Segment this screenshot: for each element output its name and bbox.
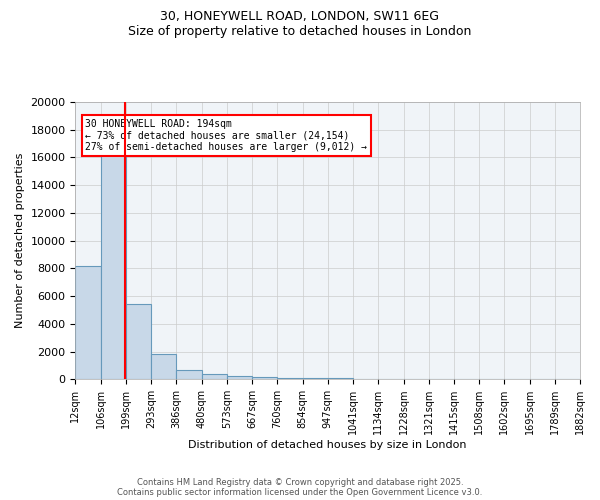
Bar: [227, 376, 252, 379]
Bar: [378, 378, 404, 379]
Bar: [126, 304, 151, 379]
Bar: [302, 378, 328, 379]
Bar: [151, 354, 176, 379]
Y-axis label: Number of detached properties: Number of detached properties: [15, 153, 25, 328]
Bar: [176, 370, 202, 379]
Bar: [101, 148, 126, 379]
Text: 30 HONEYWELL ROAD: 194sqm
← 73% of detached houses are smaller (24,154)
27% of s: 30 HONEYWELL ROAD: 194sqm ← 73% of detac…: [85, 118, 367, 152]
Bar: [202, 374, 227, 379]
Bar: [252, 377, 277, 379]
Text: 30, HONEYWELL ROAD, LONDON, SW11 6EG
Size of property relative to detached house: 30, HONEYWELL ROAD, LONDON, SW11 6EG Siz…: [128, 10, 472, 38]
Bar: [328, 378, 353, 379]
Bar: [353, 378, 378, 379]
X-axis label: Distribution of detached houses by size in London: Distribution of detached houses by size …: [188, 440, 467, 450]
Bar: [277, 378, 302, 379]
Text: Contains HM Land Registry data © Crown copyright and database right 2025.
Contai: Contains HM Land Registry data © Crown c…: [118, 478, 482, 497]
Bar: [76, 266, 101, 379]
